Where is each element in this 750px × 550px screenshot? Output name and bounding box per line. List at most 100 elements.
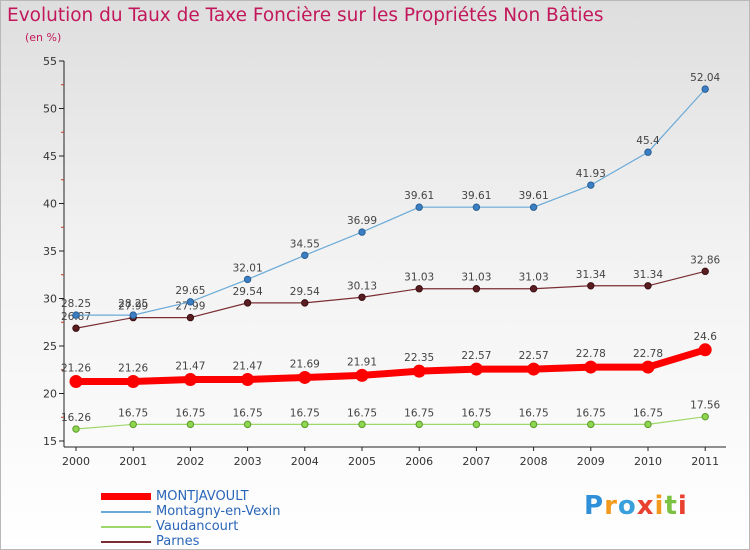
data-label: 16.75 (290, 407, 320, 419)
data-label: 16.75 (519, 407, 549, 419)
x-tick-label: 2003 (234, 455, 262, 468)
data-label: 22.78 (576, 348, 606, 360)
data-label: 22.57 (461, 350, 491, 362)
legend-label: Montagny-en-Vexin (156, 504, 281, 519)
data-label: 17.56 (690, 400, 720, 412)
data-point (529, 420, 538, 429)
data-label: 29.54 (290, 286, 320, 298)
data-label: 28.25 (118, 298, 148, 310)
data-point (587, 181, 595, 189)
data-label: 16.26 (61, 412, 91, 424)
data-label: 32.86 (690, 254, 720, 266)
series-line (75, 416, 706, 430)
y-tick-label: 50 (43, 103, 57, 116)
data-label: 31.03 (519, 272, 549, 284)
data-label: 31.03 (461, 272, 491, 284)
data-point (69, 375, 83, 389)
data-label: 21.69 (290, 358, 320, 370)
series-line (72, 346, 709, 386)
data-label: 39.61 (519, 190, 549, 202)
data-label: 21.26 (61, 363, 91, 375)
data-point (243, 275, 252, 284)
data-label: 24.6 (694, 331, 718, 343)
proxiti-logo: Proxiti (584, 491, 688, 521)
data-point (301, 420, 309, 429)
data-label: 22.57 (519, 350, 549, 362)
data-point (644, 282, 652, 290)
data-label: 16.75 (175, 407, 205, 419)
data-point (472, 203, 481, 211)
chart-title: Evolution du Taux de Taxe Foncière sur l… (7, 5, 604, 26)
data-point (587, 420, 595, 429)
x-tick-label: 2002 (176, 455, 204, 468)
data-label: 31.03 (404, 272, 434, 284)
data-label: 16.75 (576, 407, 606, 419)
data-point (472, 420, 481, 429)
data-point (183, 373, 197, 387)
data-label: 27.99 (118, 301, 148, 313)
data-label: 16.75 (118, 407, 148, 419)
series-vaudancourt: 16.26 16.75 16.75 16.75 16.75 16.75 16.75 16.75… (61, 400, 721, 433)
data-point (186, 420, 195, 429)
data-label: 22.35 (404, 352, 434, 364)
axes: 15 20 25 30 35 40 45 50 55 2000 2001 2002 2003 2004 20… (43, 55, 726, 468)
x-tick-label: 2008 (520, 455, 548, 468)
x-tick-label: 2006 (405, 455, 433, 468)
y-tick-label: 35 (43, 245, 57, 258)
data-point (587, 282, 595, 290)
data-point (415, 203, 423, 211)
data-point (243, 299, 252, 307)
data-label: 22.78 (633, 348, 663, 360)
x-tick-label: 2004 (291, 455, 319, 468)
data-label: 52.04 (690, 72, 720, 84)
data-point (243, 420, 252, 429)
data-label: 21.26 (118, 363, 148, 375)
data-label: 39.61 (404, 190, 434, 202)
data-point (186, 313, 195, 322)
data-label: 16.75 (461, 407, 491, 419)
data-point (412, 364, 426, 378)
legend-swatch (101, 541, 151, 543)
data-label: 39.61 (461, 190, 491, 202)
legend-swatch (101, 526, 151, 528)
y-tick-label: 30 (43, 293, 57, 306)
series-layer: 16.26 16.75 16.75 16.75 16.75 16.75 16.75 16.75… (61, 72, 721, 433)
data-point (644, 148, 652, 156)
data-point (644, 420, 652, 429)
data-point (529, 203, 538, 211)
data-point (355, 368, 369, 382)
data-label: 21.47 (233, 361, 263, 373)
data-point (358, 420, 366, 429)
data-label: 36.99 (347, 215, 377, 227)
data-label: 31.34 (633, 269, 663, 281)
data-point (301, 251, 309, 259)
data-point (72, 324, 80, 332)
data-label: 21.47 (175, 361, 205, 373)
data-point (301, 299, 309, 307)
data-point (701, 85, 709, 93)
data-point (186, 298, 195, 306)
data-point (72, 311, 80, 319)
data-point (126, 375, 140, 389)
series-line (75, 88, 706, 316)
x-tick-label: 2010 (634, 455, 662, 468)
y-tick-label: 20 (43, 388, 57, 401)
x-tick-label: 2007 (462, 455, 490, 468)
legend-label: Vaudancourt (156, 519, 239, 534)
data-label: 45.4 (636, 135, 660, 147)
data-point (415, 285, 423, 293)
data-label: 34.55 (290, 238, 320, 250)
x-tick-label: 2001 (119, 455, 147, 468)
y-tick-label: 45 (43, 150, 57, 163)
data-point (527, 362, 541, 376)
x-tick-label: 2000 (62, 455, 90, 468)
data-point (584, 360, 598, 374)
data-point (415, 420, 423, 429)
chart-subtitle: (en %) (25, 31, 62, 44)
series-parnes: 26.8727.9927.9929.5429.5430.1331.0331.03… (61, 254, 721, 332)
data-label: 16.75 (347, 407, 377, 419)
data-point (641, 360, 655, 374)
data-label: 16.75 (404, 407, 434, 419)
data-point (358, 228, 366, 236)
